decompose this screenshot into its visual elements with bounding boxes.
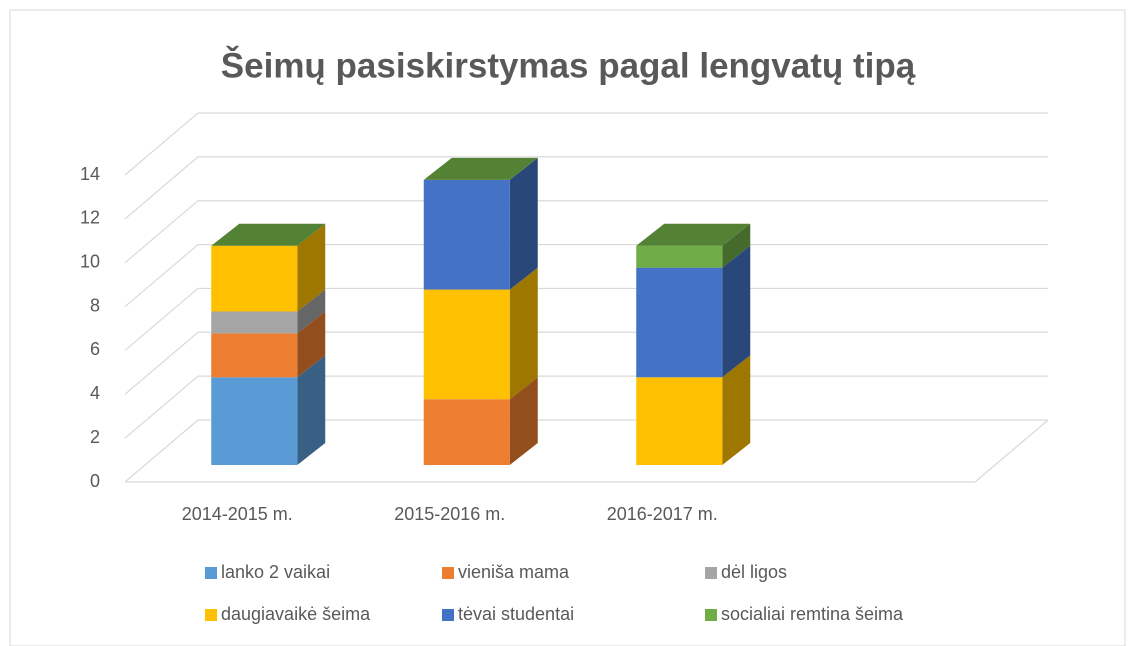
bar-side xyxy=(509,267,538,400)
bar-top xyxy=(211,223,326,246)
y-tick-label: 14 xyxy=(80,164,100,184)
grid-line xyxy=(124,156,1048,220)
x-tick-label: 2014-2015 m. xyxy=(182,504,293,524)
bar xyxy=(636,377,723,465)
legend-label: tėvai studentai xyxy=(458,604,574,624)
legend-label: socialiai remtina šeima xyxy=(721,604,904,624)
legend-swatch xyxy=(442,609,454,621)
y-tick-label: 10 xyxy=(80,251,100,271)
grid-line xyxy=(124,287,1048,351)
legend-label: lanko 2 vaikai xyxy=(221,562,330,582)
grid-line xyxy=(124,375,1048,439)
bar-top xyxy=(423,157,538,180)
y-tick-label: 12 xyxy=(80,208,100,228)
x-tick-label: 2016-2017 m. xyxy=(607,504,718,524)
legend-swatch xyxy=(205,567,217,579)
bar xyxy=(423,399,510,465)
bar xyxy=(211,311,298,334)
bar xyxy=(423,289,510,400)
bar-side xyxy=(297,223,326,312)
legend-swatch xyxy=(705,567,717,579)
grid-line xyxy=(124,243,1048,308)
y-tick-label: 8 xyxy=(90,295,100,315)
chart-title: Šeimų pasiskirstymas pagal lengvatų tipą xyxy=(221,45,916,85)
bar-side xyxy=(722,355,751,465)
legend-swatch xyxy=(205,609,217,621)
bar-side xyxy=(722,245,751,378)
bar xyxy=(211,245,298,312)
y-tick-label: 0 xyxy=(90,471,100,491)
grid-line xyxy=(124,200,1048,264)
y-tick-label: 4 xyxy=(90,383,100,403)
grid-line xyxy=(124,419,1048,483)
legend-label: vieniša mama xyxy=(458,562,570,582)
floor-edge xyxy=(125,419,1049,483)
chart-frame xyxy=(9,9,1126,646)
bar xyxy=(636,267,723,378)
grid-line xyxy=(124,112,1048,176)
bar xyxy=(211,377,298,465)
legend-label: daugiavaikė šeima xyxy=(221,604,371,624)
bar-side xyxy=(509,377,538,465)
bar-side xyxy=(722,223,751,268)
bar xyxy=(636,245,723,268)
bar-top xyxy=(636,223,751,246)
bar-side xyxy=(297,311,326,378)
bar-side xyxy=(297,355,326,465)
bar-side xyxy=(297,289,326,334)
bar-side xyxy=(509,157,538,290)
y-tick-label: 2 xyxy=(90,427,100,447)
bar xyxy=(423,179,510,290)
grid-line xyxy=(124,331,1048,395)
bar xyxy=(211,333,298,378)
y-tick-label: 6 xyxy=(90,339,100,359)
legend-swatch xyxy=(442,567,454,579)
legend-swatch xyxy=(705,609,717,621)
x-tick-label: 2015-2016 m. xyxy=(394,504,505,524)
legend-label: dėl ligos xyxy=(721,562,787,582)
